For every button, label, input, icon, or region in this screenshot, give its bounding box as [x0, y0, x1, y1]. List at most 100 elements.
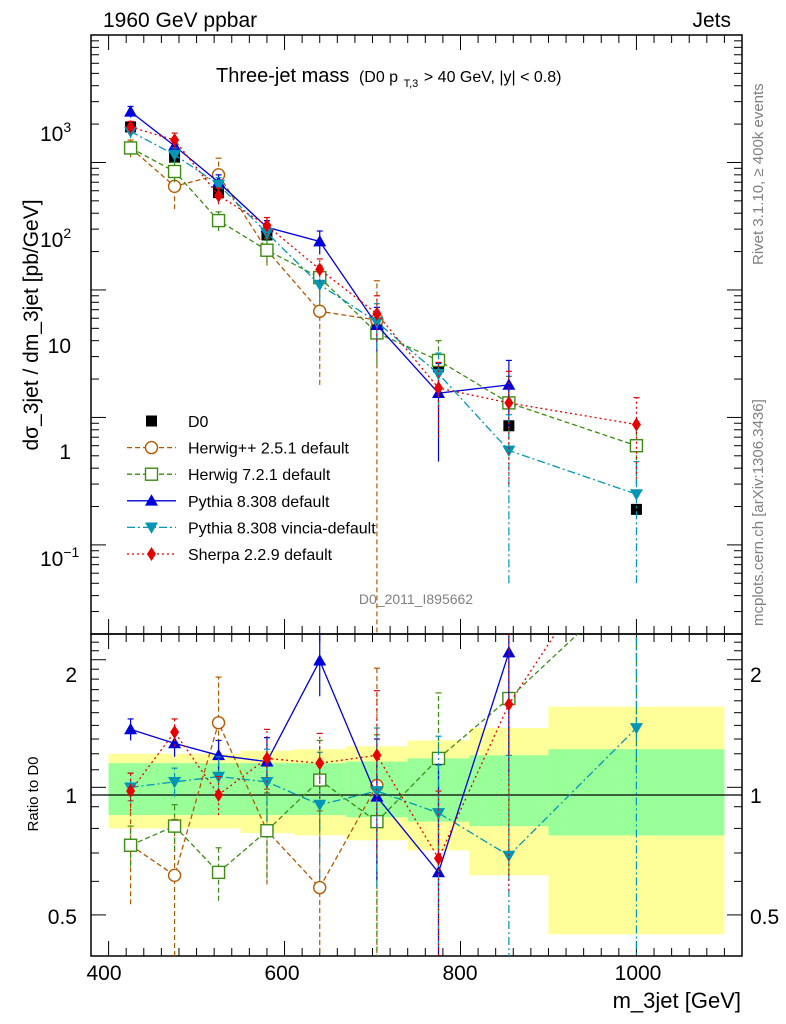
analysis-watermark: D0_2011_I895662	[359, 591, 473, 607]
ratio-tick-label-0.5-right: 0.5	[750, 906, 779, 929]
marker-square	[260, 824, 274, 838]
y-tick-label-1: 1	[59, 441, 71, 464]
x-tick-label-600: 600	[264, 962, 299, 985]
legend-label: Pythia 8.308 default	[188, 494, 330, 511]
marker-square	[629, 439, 644, 453]
marker-triangle-up	[212, 748, 226, 761]
marker-diamond	[372, 306, 382, 321]
marker-square	[211, 213, 226, 228]
series-4-ratio	[126, 634, 556, 956]
header-energy-label: 1960 GeV ppbar	[103, 9, 257, 32]
y-tick-labels: 10−1 1 10 102 103	[40, 119, 80, 571]
marker-square	[146, 415, 157, 427]
marker-circle	[313, 880, 327, 895]
plot-title-cut-prefix: (D0 p	[359, 69, 398, 86]
y-tick-label-1e3: 103	[40, 119, 71, 146]
series-3-main	[124, 124, 643, 584]
marker-triangle-up	[124, 722, 138, 735]
marker-triangle-down	[502, 850, 516, 863]
marker-diamond	[170, 725, 180, 740]
marker-diamond	[170, 133, 180, 148]
uncertainty-bands	[108, 706, 725, 935]
series-1-main	[123, 141, 644, 485]
series-0-main	[123, 139, 384, 634]
legend-label: Herwig++ 2.5.1 default	[188, 441, 350, 458]
marker-triangle-up	[168, 736, 182, 749]
marker-triangle-down	[370, 317, 384, 329]
x-tick-label-1000: 1000	[615, 962, 662, 985]
marker-circle	[167, 868, 182, 883]
marker-triangle-down	[168, 777, 182, 789]
marker-diamond	[262, 218, 272, 233]
marker-square	[630, 503, 642, 515]
series-4-main	[126, 119, 641, 485]
ratio-y-axis-title: Ratio to D0	[25, 756, 42, 831]
marker-diamond	[433, 851, 443, 866]
main-plot-frame	[90, 34, 743, 635]
marker-triangle-up	[313, 654, 327, 666]
series-line	[130, 111, 509, 394]
y-axis-title: dσ_3jet / dm_3jet [pb/GeV]	[20, 199, 43, 450]
marker-triangle-down	[431, 368, 445, 381]
marker-triangle-down	[629, 489, 643, 501]
marker-diamond	[126, 119, 136, 134]
marker-diamond	[315, 262, 325, 277]
y-tick-label-10: 10	[48, 335, 71, 358]
marker-circle	[144, 440, 159, 455]
marker-triangle-down	[370, 786, 384, 798]
marker-triangle-up	[124, 105, 138, 117]
marker-triangle-down	[502, 445, 516, 458]
marker-triangle-up	[502, 646, 516, 658]
ratio-tick-label-1: 1	[65, 785, 77, 808]
legend-label: Sherpa 2.2.9 default	[188, 547, 333, 564]
x-axis-title: m_3jet [GeV]	[613, 988, 741, 1013]
marker-triangle-down	[629, 723, 643, 735]
axis-ticks	[91, 34, 742, 957]
marker-diamond	[372, 748, 382, 763]
marker-triangle-down	[145, 522, 158, 534]
marker-diamond	[504, 395, 514, 410]
plot-title-cut-subscript: T,3	[404, 78, 419, 90]
x-tick-label-400: 400	[86, 962, 121, 985]
marker-diamond	[433, 381, 443, 396]
marker-diamond	[214, 787, 224, 802]
marker-triangle-up	[313, 234, 327, 247]
ratio-tick-label-2-right: 2	[750, 664, 762, 687]
marker-diamond	[262, 751, 272, 766]
marker-diamond	[147, 547, 156, 561]
side-label-mcplots: mcplots.cern.ch [arXiv:1306.3436]	[750, 399, 767, 626]
x-tick-label-800: 800	[442, 962, 477, 985]
series-ratio-line	[130, 652, 510, 874]
series-ratio-line	[130, 720, 378, 889]
marker-diamond	[214, 188, 224, 203]
marker-square	[123, 141, 138, 155]
ratio-tick-label-2: 2	[65, 664, 77, 687]
ratio-series	[123, 634, 643, 956]
plot-title-cut-suffix: > 40 GeV, |y| < 0.8)	[424, 69, 562, 86]
legend: D0 Herwig++ 2.5.1 default Herwig 7.2.1 def…	[127, 414, 376, 564]
header-process-label: Jets	[692, 9, 731, 32]
marker-diamond	[315, 756, 325, 771]
ratio-tick-label-1-right: 1	[750, 785, 762, 808]
ratio-tick-labels: 0.5 1 2 0.5 1 2	[48, 664, 779, 929]
marker-square	[260, 243, 274, 257]
marker-triangle-down	[313, 799, 327, 812]
marker-triangle-down	[168, 149, 182, 162]
side-label-rivet: Rivet 3.1.10, ≥ 400k events	[750, 83, 767, 265]
marker-triangle-up	[145, 494, 158, 506]
legend-label: Herwig 7.2.1 default	[188, 467, 331, 484]
plot-title-main: Three-jet mass	[216, 65, 349, 87]
marker-triangle-down	[212, 771, 226, 784]
x-tick-labels: 400 600 800 1000	[86, 962, 661, 985]
main-series	[123, 105, 644, 634]
series-line	[130, 147, 378, 321]
marker-square	[167, 164, 182, 179]
marker-square	[144, 467, 159, 481]
marker-square	[123, 838, 138, 852]
legend-label-data: D0	[188, 414, 209, 431]
marker-square	[211, 865, 226, 880]
y-tick-label-1e2: 102	[40, 225, 71, 252]
marker-diamond	[631, 417, 641, 432]
marker-diamond	[126, 784, 136, 799]
